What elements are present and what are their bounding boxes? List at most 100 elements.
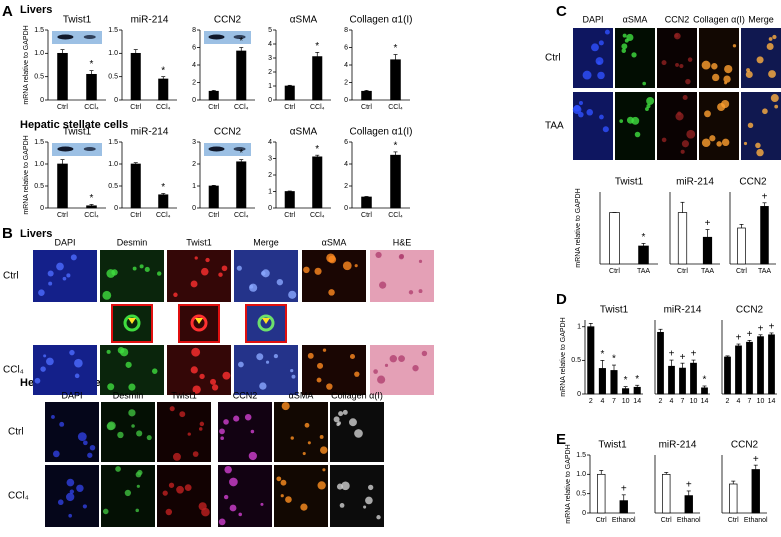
- bar: [208, 90, 219, 101]
- micrograph: [274, 402, 328, 462]
- micrograph-feature: [681, 140, 690, 148]
- micrograph-feature: [168, 482, 175, 488]
- micrograph: [615, 28, 655, 88]
- image-column-label: Merge: [748, 14, 774, 24]
- micrograph-feature: [156, 271, 162, 276]
- chart-title: CCN2: [731, 440, 759, 451]
- micrograph-feature: [711, 62, 718, 70]
- y-tick-label: 0: [577, 391, 581, 398]
- micrograph-feature: [184, 484, 192, 492]
- micrograph-feature: [76, 484, 84, 493]
- micrograph-feature: [259, 382, 267, 390]
- chart-title: miR-214: [664, 305, 702, 316]
- y-tick-label: 4: [268, 139, 272, 146]
- significance-mark: +: [769, 322, 775, 333]
- image-column-label: Twist1: [186, 237, 212, 247]
- y-tick-label: 1.0: [34, 161, 44, 168]
- micrograph-feature: [68, 513, 73, 518]
- x-tick-label: 2: [659, 398, 663, 405]
- arrowhead: [195, 318, 203, 324]
- micrograph-feature: [631, 116, 640, 125]
- micrograph-feature: [291, 374, 296, 379]
- micrograph-feature: [756, 56, 764, 64]
- micrograph-feature: [205, 257, 210, 263]
- micrograph-feature: [717, 102, 726, 112]
- chart-title: miR-214: [659, 440, 697, 451]
- image-column-label: Collagen α(I): [693, 14, 745, 24]
- x-tick-label: 14: [768, 398, 776, 405]
- micrograph-feature: [102, 508, 109, 515]
- micrograph-feature: [661, 60, 667, 66]
- micrograph-feature: [712, 73, 720, 82]
- micrograph-feature: [307, 441, 311, 445]
- blot-band: [233, 35, 246, 39]
- x-tick-label: CCl₄: [388, 104, 403, 111]
- micrograph-feature: [187, 432, 191, 436]
- micrograph-feature: [77, 432, 87, 441]
- y-tick-label: 1.5: [576, 452, 586, 459]
- micrograph-feature: [704, 110, 711, 118]
- micrograph-feature: [192, 451, 199, 457]
- y-tick-label: 0: [192, 97, 196, 104]
- image-column-label: Twist1: [171, 390, 197, 400]
- x-tick-label: CCl₄: [388, 212, 403, 219]
- micrograph-feature: [59, 421, 65, 427]
- chart-title: Twist1: [63, 127, 92, 138]
- micrograph: [573, 28, 613, 88]
- micrograph-feature: [285, 496, 292, 503]
- significance-mark: *: [90, 193, 94, 204]
- micrograph-feature: [326, 383, 333, 390]
- micrograph-feature: [165, 508, 173, 516]
- image-column-label: CCN2: [233, 390, 258, 400]
- micrograph-feature: [83, 440, 88, 446]
- y-axis-label: mRNA relative to GAPDH: [560, 317, 567, 396]
- micrograph-feature: [65, 492, 75, 502]
- micrograph-feature: [162, 490, 168, 496]
- micrograph-feature: [56, 262, 64, 271]
- image-column-label: Merge: [253, 237, 279, 247]
- bar: [86, 73, 97, 101]
- y-tick-label: 1.0: [34, 50, 44, 57]
- y-tick-label: 1.5: [34, 139, 44, 146]
- micrograph-feature: [365, 496, 373, 505]
- micrograph-feature: [265, 360, 270, 364]
- blot-band: [57, 146, 74, 152]
- micrograph-feature: [685, 78, 691, 85]
- micrograph-feature: [622, 33, 627, 38]
- blot-band: [83, 35, 96, 39]
- x-tick-label: Ctrl: [284, 212, 295, 219]
- panel-letter: D: [556, 291, 567, 308]
- micrograph-feature: [131, 424, 135, 428]
- chart-title: CCN2: [214, 127, 242, 138]
- image-column-label: αSMA: [289, 390, 314, 400]
- micrograph-feature: [328, 255, 337, 264]
- micrograph-feature: [107, 383, 115, 391]
- micrograph-feature: [675, 62, 679, 67]
- y-tick-label: 5: [268, 27, 272, 34]
- x-tick-label: 7: [612, 398, 616, 405]
- micrograph: [573, 92, 613, 160]
- micrograph-feature: [598, 40, 604, 46]
- blot-image: [204, 143, 251, 156]
- micrograph-feature: [47, 270, 54, 277]
- micrograph-feature: [233, 415, 240, 422]
- y-tick-label: 0: [268, 97, 272, 104]
- significance-mark: +: [747, 329, 753, 340]
- y-tick-label: 1: [268, 188, 272, 195]
- micrograph-feature: [578, 101, 583, 106]
- y-tick-label: 0: [114, 97, 118, 104]
- x-tick-label: Ethanol: [612, 517, 636, 524]
- micrograph-feature: [302, 451, 306, 456]
- section-title: Hepatic stellate cells: [20, 119, 128, 131]
- micrograph-feature: [125, 361, 132, 368]
- micrograph-feature: [642, 81, 647, 86]
- micrograph: [157, 465, 211, 527]
- micrograph-feature: [768, 70, 776, 78]
- micrograph: [157, 402, 211, 462]
- x-tick-label: Ethanol: [677, 517, 701, 524]
- micrograph-feature: [701, 138, 711, 148]
- x-tick-label: TAA: [758, 268, 771, 275]
- x-tick-label: 7: [681, 398, 685, 405]
- micrograph-feature: [333, 416, 340, 423]
